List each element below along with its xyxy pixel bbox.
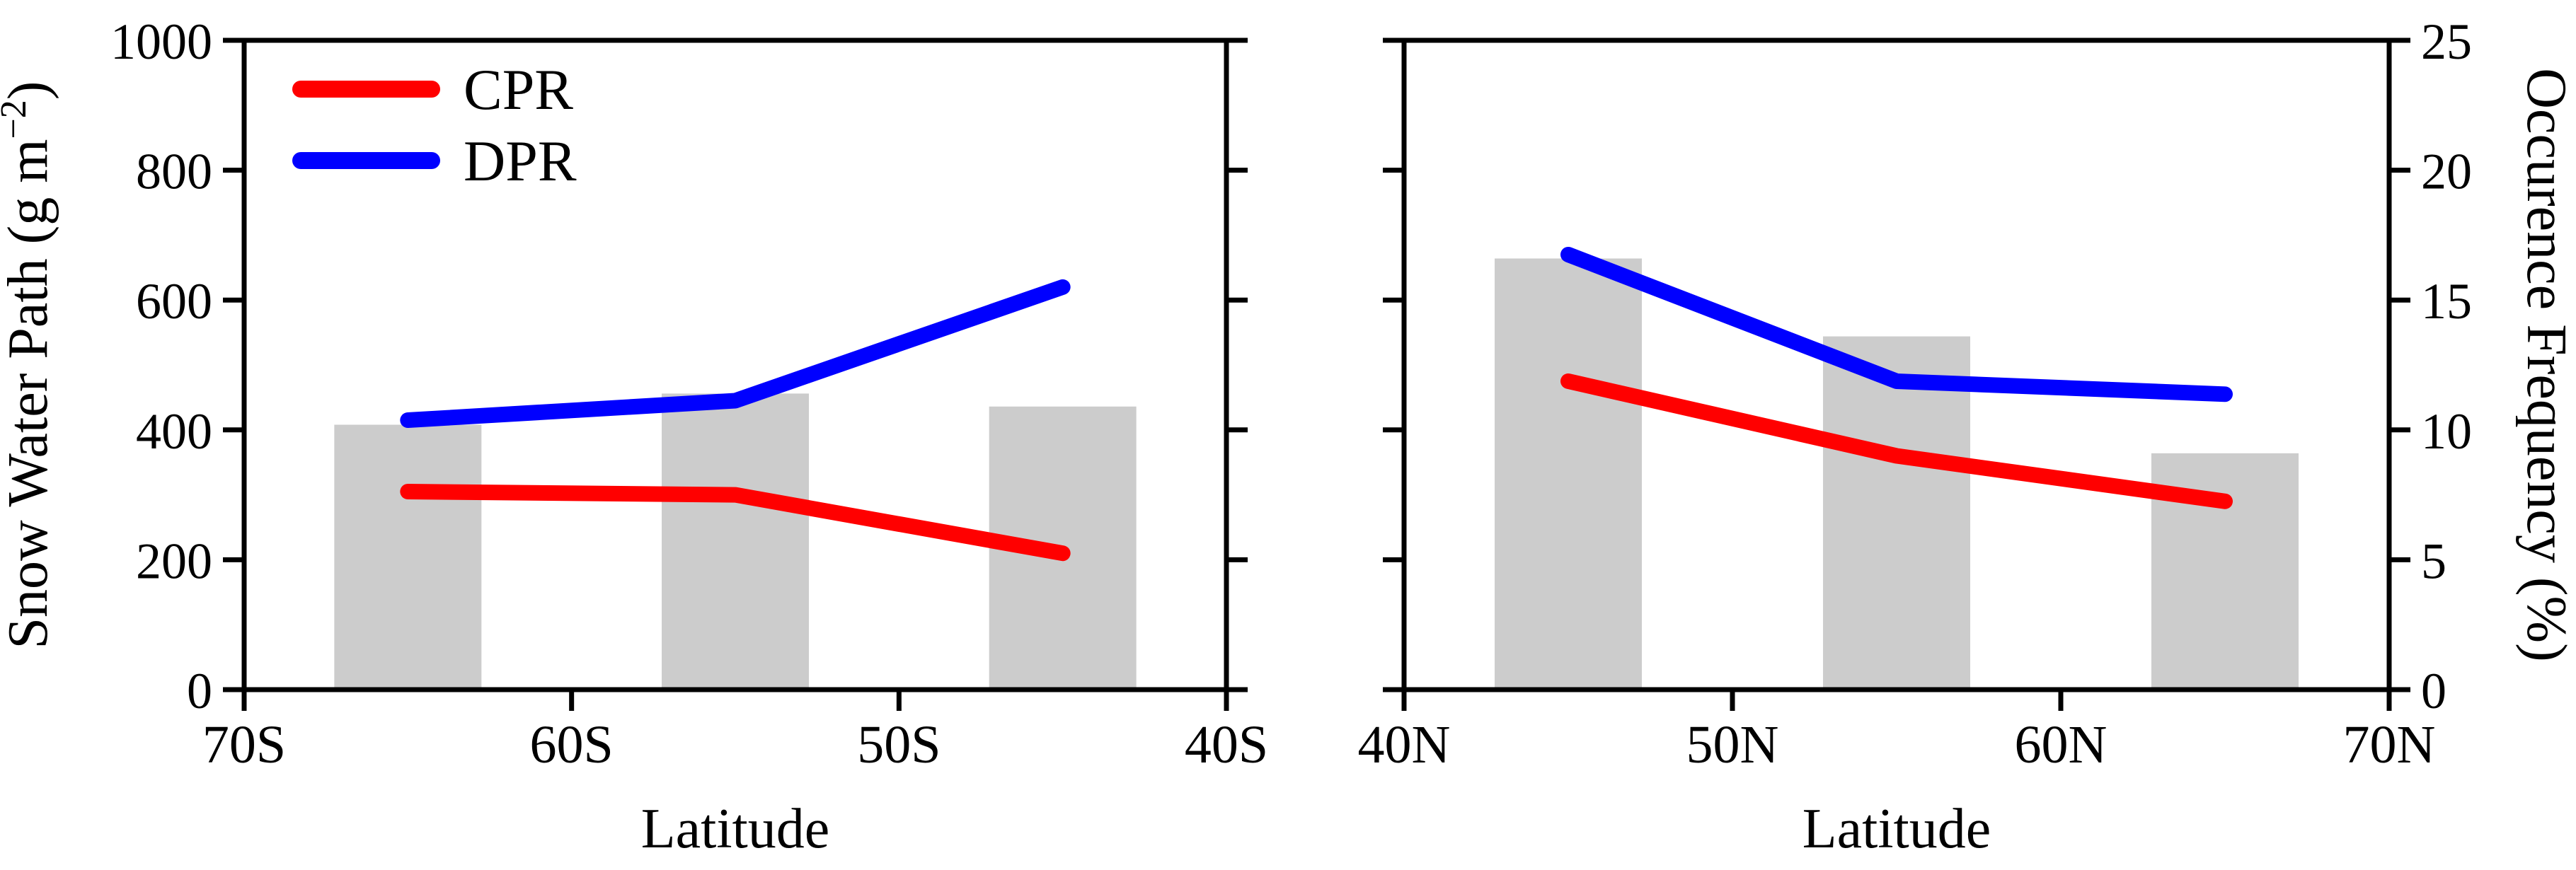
x-tick-label: 70N: [2343, 715, 2436, 775]
x-tick-label: 50N: [1686, 715, 1779, 775]
cpr-line: [400, 484, 1071, 562]
legend-label-dpr: DPR: [464, 129, 577, 193]
panel-northern-hemisphere: 0 5 10 15 20 25 40N 50N 60N 70N Latitude: [1358, 13, 2472, 860]
x-tick-label: 50S: [857, 715, 941, 775]
y-tick-label-right: 0: [2421, 663, 2446, 719]
y-tick-label-left: 1000: [110, 13, 212, 70]
y-tick-label-left: 200: [136, 533, 212, 589]
x-tick-label: 60N: [2015, 715, 2108, 775]
x-tick-label: 40S: [1185, 715, 1268, 775]
occurrence-frequency-bar: [1823, 336, 1970, 690]
right-y-axis-label: Occurence Frequency (%): [2515, 68, 2576, 662]
y-tick-label-left: 600: [136, 273, 212, 330]
y-tick-label-left: 0: [187, 663, 212, 719]
x-tick-label: 70S: [202, 715, 286, 775]
y-tick-label-right: 25: [2421, 13, 2472, 70]
occurrence-frequency-bar: [1495, 258, 1642, 690]
axes-spines: [1401, 37, 2392, 692]
dpr-line: [400, 279, 1071, 429]
dpr-line: [1560, 246, 2233, 402]
y-tick-label-left: 800: [136, 144, 212, 200]
left-y-axis-label: Snow Water Path (g m−2): [0, 81, 59, 649]
axes-spines: [241, 37, 1229, 692]
occurrence-frequency-bar: [334, 424, 482, 690]
y-tick-label-right: 15: [2421, 273, 2472, 330]
legend-label-cpr: CPR: [464, 57, 573, 122]
occurrence-frequency-bar: [662, 393, 809, 690]
y-tick-label-right: 5: [2421, 533, 2446, 589]
y-tick-label-right: 20: [2421, 144, 2472, 200]
x-axis-label: Latitude: [1802, 798, 1991, 860]
x-tick-label: 40N: [1358, 715, 1451, 775]
y-tick-label-left: 400: [136, 403, 212, 460]
cpr-line: [1560, 373, 2233, 509]
x-axis-label: Latitude: [641, 798, 830, 860]
x-tick-label: 60S: [530, 715, 614, 775]
y-tick-label-right: 10: [2421, 403, 2472, 460]
panel-southern-hemisphere: 0 200 400 600 800 1000 70S 60S 50S 40S Latitude: [110, 13, 1268, 860]
